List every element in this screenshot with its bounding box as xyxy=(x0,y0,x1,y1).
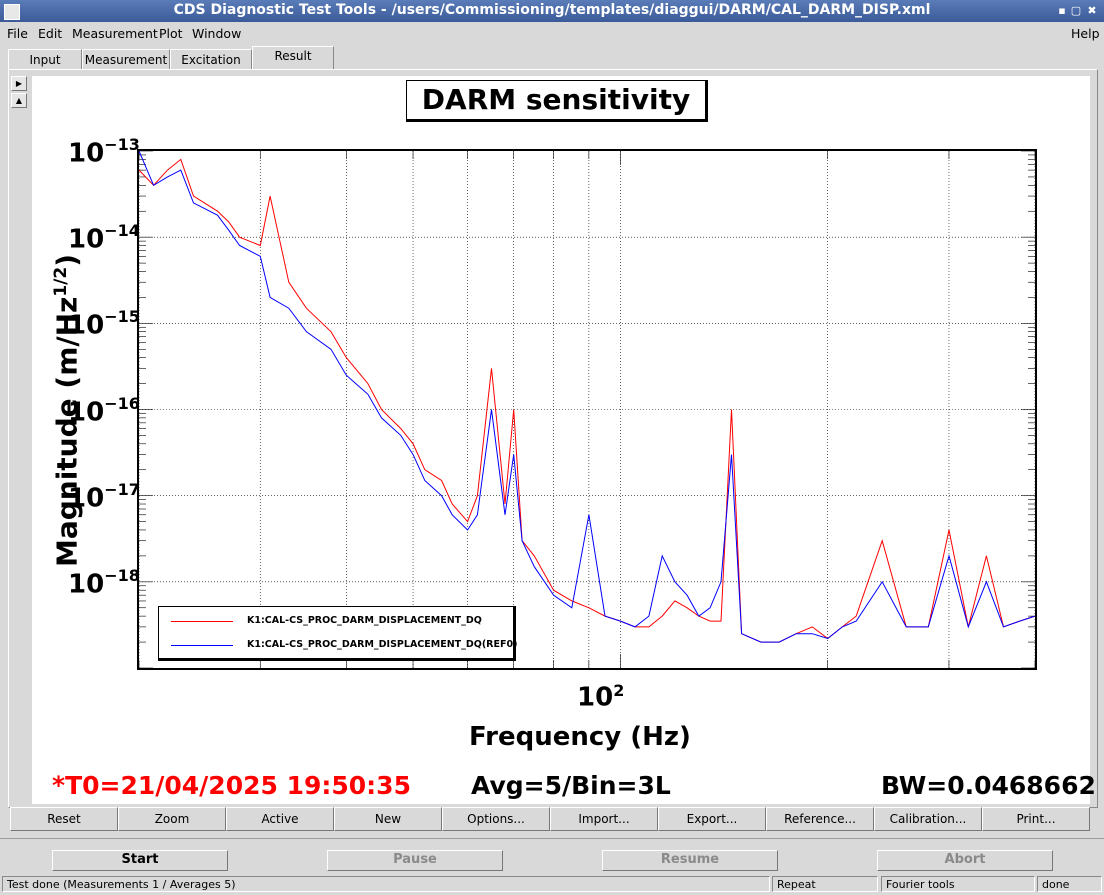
t0-timestamp: *T0=21/04/2025 19:50:35 xyxy=(52,771,411,800)
active-button[interactable]: Active xyxy=(226,807,334,831)
close-icon[interactable]: ✖ xyxy=(1087,4,1097,17)
plot-canvas[interactable] xyxy=(32,76,1090,804)
y-tick-label: 10−16 xyxy=(68,393,140,428)
x-axis-label: Frequency (Hz) xyxy=(469,722,691,752)
start-button[interactable]: Start xyxy=(52,850,228,871)
tab-result[interactable]: Result xyxy=(252,46,334,69)
arrow-up-icon[interactable]: ▲ xyxy=(11,93,27,108)
title-bar: CDS Diagnostic Test Tools - /users/Commi… xyxy=(0,0,1104,22)
menu-file[interactable]: File xyxy=(7,26,28,41)
series-line-current xyxy=(138,158,1036,643)
zoom-button[interactable]: Zoom xyxy=(118,807,226,831)
y-axis-label: Magnitude (m/Hz1/2) xyxy=(50,253,84,568)
import-button[interactable]: Import... xyxy=(550,807,658,831)
reference-button[interactable]: Reference... xyxy=(766,807,874,831)
legend-swatch-blue xyxy=(171,645,233,646)
window-title: CDS Diagnostic Test Tools - /users/Commi… xyxy=(173,2,931,18)
calibration-button[interactable]: Calibration... xyxy=(874,807,982,831)
y-tick-label: 10−14 xyxy=(68,221,140,255)
legend-label: K1:CAL-CS_PROC_DARM_DISPLACEMENT_DQ xyxy=(247,615,482,626)
new-button[interactable]: New xyxy=(334,807,442,831)
status-tool: Fourier tools xyxy=(881,876,1035,892)
pause-button[interactable]: Pause xyxy=(327,850,503,871)
y-tick-label: 10−15 xyxy=(68,307,140,341)
separator xyxy=(0,838,1104,839)
tab-input[interactable]: Input xyxy=(8,49,82,69)
tab-excitation[interactable]: Excitation xyxy=(170,49,252,69)
menu-window[interactable]: Window xyxy=(192,26,242,41)
legend-swatch-red xyxy=(171,621,233,622)
menu-measurement[interactable]: Measurement xyxy=(72,26,158,41)
options-button[interactable]: Options... xyxy=(442,807,550,831)
menu-bar: File Edit Measurement Plot Window Help xyxy=(0,22,1104,44)
menu-edit[interactable]: Edit xyxy=(38,26,63,41)
resume-button[interactable]: Resume xyxy=(602,850,778,871)
plot-toolbar: Reset Zoom Active New Options... Import.… xyxy=(10,807,1090,831)
plot-legend[interactable]: K1:CAL-CS_PROC_DARM_DISPLACEMENT_DQ K1:C… xyxy=(158,606,518,661)
status-message: Test done (Measurements 1 / Averages 5) xyxy=(2,876,770,892)
maximize-icon[interactable]: ▢ xyxy=(1070,4,1082,17)
menu-help[interactable]: Help xyxy=(1071,26,1100,41)
minimize-icon[interactable]: ▪ xyxy=(1058,4,1066,17)
y-tick-label: 10−13 xyxy=(68,135,140,169)
print-button[interactable]: Print... xyxy=(982,807,1090,831)
series-line-reference xyxy=(138,150,1036,643)
arrow-right-icon[interactable]: ▶ xyxy=(11,76,27,91)
bandwidth-info: BW=0.0468662 xyxy=(881,771,1096,800)
tab-measurement[interactable]: Measurement xyxy=(82,49,170,69)
x-tick-label: 102 xyxy=(577,681,625,713)
abort-button[interactable]: Abort xyxy=(877,850,1053,871)
reset-button[interactable]: Reset xyxy=(10,807,118,831)
y-tick-label: 10−17 xyxy=(68,479,140,514)
menu-plot[interactable]: Plot xyxy=(159,26,183,41)
status-mode: Repeat xyxy=(772,876,878,892)
status-bar: Test done (Measurements 1 / Averages 5) … xyxy=(0,876,1104,895)
window-menu-icon[interactable] xyxy=(4,4,20,20)
plot-title: DARM sensitivity xyxy=(406,80,708,122)
y-tick-label: 10−18 xyxy=(68,565,140,600)
legend-label: K1:CAL-CS_PROC_DARM_DISPLACEMENT_DQ(REF0… xyxy=(247,639,518,650)
status-state: done xyxy=(1037,876,1102,892)
plot-axes xyxy=(137,149,1037,670)
averages-info: Avg=5/Bin=3L xyxy=(471,771,671,800)
plot-series xyxy=(138,150,1036,643)
export-button[interactable]: Export... xyxy=(658,807,766,831)
